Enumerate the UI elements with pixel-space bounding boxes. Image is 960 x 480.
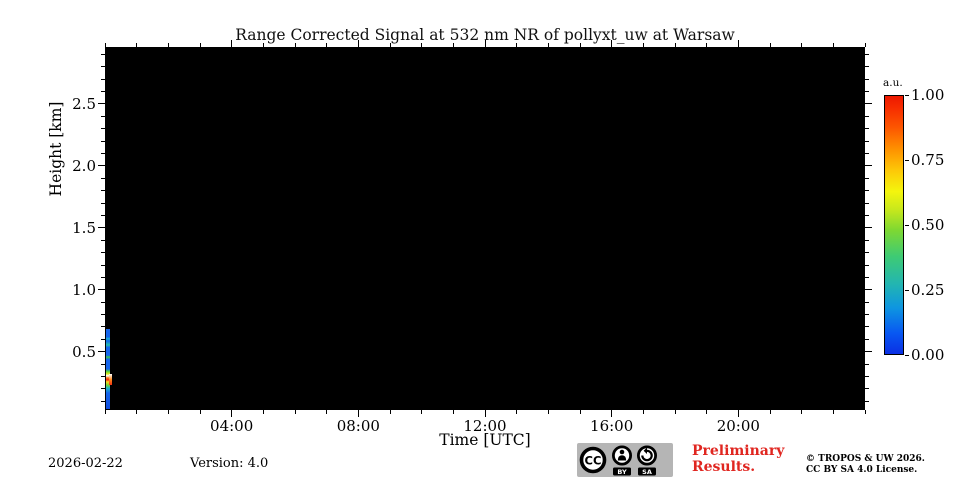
x-tick [516, 410, 518, 414]
y-tick [865, 276, 869, 278]
y-tick [865, 190, 869, 192]
x-tick [231, 410, 233, 417]
y-tick [98, 165, 105, 167]
svg-text:CC: CC [585, 454, 602, 468]
cc-sa-icon: SA [637, 445, 658, 476]
y-tick [98, 289, 105, 291]
y-tick [865, 376, 869, 378]
y-tick [865, 153, 869, 155]
x-tick [389, 410, 391, 414]
y-tick [865, 165, 872, 167]
x-axis-label: Time [UTC] [439, 431, 531, 449]
y-tick [865, 140, 869, 142]
cc-icon: CC [579, 446, 607, 474]
y-tick [865, 252, 869, 254]
colorbar-tick [905, 94, 909, 96]
y-tick [865, 202, 869, 204]
plot-title: Range Corrected Signal at 532 nm NR of p… [235, 26, 735, 44]
y-tick [865, 214, 869, 216]
y-tick [865, 289, 872, 291]
y-tick [865, 78, 869, 80]
y-tick [98, 103, 105, 105]
x-tick [801, 410, 803, 414]
x-tick [737, 410, 739, 417]
x-tick [452, 410, 454, 414]
x-tick [547, 410, 549, 414]
y-tick [865, 115, 869, 117]
x-tick [706, 410, 708, 414]
footer-version: Version: 4.0 [190, 456, 269, 471]
x-tick [674, 410, 676, 414]
preliminary-results-note: Preliminary Results. [692, 443, 785, 475]
y-tick [865, 264, 869, 266]
colorbar-tick-label: 1.00 [911, 85, 945, 104]
y-tick [865, 314, 869, 316]
signal-strip [106, 329, 110, 409]
y-tick [865, 177, 869, 179]
colorbar-tick-label: 0.25 [911, 280, 945, 299]
x-tick [421, 410, 423, 414]
y-tick [865, 91, 869, 93]
x-tick [326, 410, 328, 414]
y-tick [865, 103, 872, 105]
colorbar-tick-label: 0.00 [911, 345, 945, 364]
plot-area [105, 47, 865, 410]
x-tick [136, 410, 138, 414]
colorbar-tick [905, 159, 909, 161]
x-tick [832, 410, 834, 414]
y-tick [865, 351, 872, 353]
y-tick [865, 363, 869, 365]
x-tick [484, 410, 486, 417]
copyright-note: © TROPOS & UW 2026. CC BY SA 4.0 License… [806, 454, 925, 476]
colorbar-tick-label: 0.75 [911, 150, 945, 169]
y-tick [98, 351, 105, 353]
y-tick [865, 388, 869, 390]
y-tick [865, 400, 869, 402]
x-tick [642, 410, 644, 414]
x-tick [864, 410, 866, 414]
x-tick [262, 410, 264, 414]
y-tick [865, 128, 869, 130]
colorbar-tick [905, 224, 909, 226]
y-tick-label: 0.5 [72, 342, 96, 361]
y-tick [98, 227, 105, 229]
y-tick [865, 326, 869, 328]
colorbar-unit-label: a.u. [883, 77, 903, 89]
colorbar-tick [905, 289, 909, 291]
x-tick [769, 410, 771, 414]
x-tick [294, 410, 296, 414]
y-tick [865, 301, 869, 303]
y-tick [865, 338, 869, 340]
y-tick [865, 53, 869, 55]
y-tick [865, 227, 872, 229]
x-tick [199, 410, 201, 414]
signal-blob [109, 374, 112, 385]
y-tick [865, 239, 869, 241]
y-tick [865, 66, 869, 68]
colorbar-tick-label: 0.50 [911, 215, 945, 234]
svg-text:SA: SA [642, 468, 652, 476]
copyright-line1: © TROPOS & UW 2026. [806, 454, 925, 464]
y-tick-label: 1.0 [72, 280, 96, 299]
x-tick [104, 410, 106, 414]
cc-by-icon: BY [612, 445, 633, 476]
x-tick [579, 410, 581, 414]
preliminary-line1: Preliminary [692, 443, 785, 459]
colorbar-tick [905, 354, 909, 356]
cc-license-badge: CC BY SA [577, 443, 673, 480]
preliminary-line2: Results. [692, 458, 756, 475]
svg-text:BY: BY [617, 468, 627, 476]
x-tick [357, 410, 359, 417]
copyright-line2: CC BY SA 4.0 License. [806, 465, 918, 475]
x-tick [167, 410, 169, 414]
x-tick [611, 410, 613, 417]
y-axis-label: Height [km] [47, 101, 65, 197]
footer-date: 2026-02-22 [48, 456, 123, 471]
colorbar [884, 95, 904, 355]
